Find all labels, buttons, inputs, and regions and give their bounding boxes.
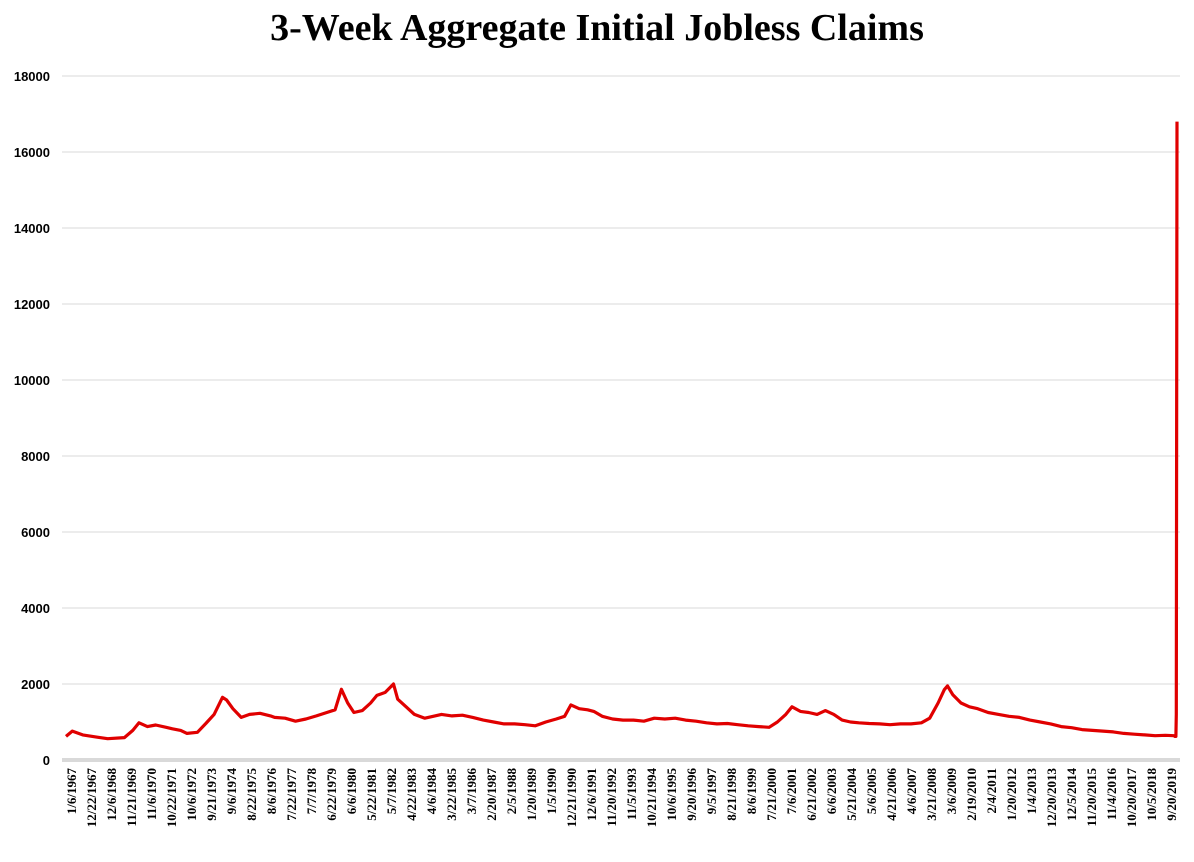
x-tick-label: 12/6/1991 [584, 768, 599, 821]
x-tick-label: 7/21/2000 [764, 768, 779, 821]
x-tick-label: 3/22/1985 [444, 768, 459, 821]
x-tick-label: 1/20/2012 [1004, 768, 1019, 821]
y-tick-label: 0 [43, 753, 50, 768]
x-tick-label: 11/4/2016 [1104, 768, 1119, 821]
x-tick-label: 1/5/1990 [544, 768, 559, 814]
x-tick-label: 8/21/1998 [724, 768, 739, 821]
x-tick-label: 10/5/2018 [1144, 768, 1159, 821]
y-tick-label: 10000 [14, 373, 50, 388]
x-tick-label: 10/6/1972 [184, 768, 199, 821]
x-tick-label: 10/20/2017 [1124, 768, 1139, 828]
x-tick-label: 9/21/1973 [204, 768, 219, 821]
x-tick-label: 12/20/2013 [1044, 768, 1059, 828]
x-tick-label: 2/20/1987 [484, 768, 499, 821]
x-tick-label: 6/6/2003 [824, 768, 839, 815]
gridlines [62, 75, 1180, 685]
series-line [64, 121, 1179, 741]
x-tick-label: 11/20/1992 [604, 768, 619, 827]
x-tick-label: 10/6/1995 [664, 768, 679, 821]
x-tick-label: 8/6/1976 [264, 768, 279, 815]
x-tick-label: 4/21/2006 [884, 768, 899, 821]
y-tick-label: 6000 [21, 525, 50, 540]
x-tick-label: 11/21/1969 [124, 768, 139, 827]
x-tick-label: 7/7/1978 [304, 768, 319, 815]
x-tick-label: 6/21/2002 [804, 768, 819, 821]
x-tick-label: 8/22/1975 [244, 768, 259, 821]
x-tick-label: 12/21/1990 [564, 768, 579, 827]
x-tick-label: 5/6/2005 [864, 768, 879, 815]
x-tick-label: 7/6/2001 [784, 768, 799, 814]
x-tick-label: 2/4/2011 [984, 768, 999, 814]
x-tick-label: 2/5/1988 [504, 768, 519, 815]
x-tick-label: 1/4/2013 [1024, 768, 1039, 815]
x-tick-label: 7/22/1977 [284, 768, 299, 821]
y-tick-label: 18000 [14, 69, 50, 84]
y-tick-label: 2000 [21, 677, 50, 692]
x-tick-label: 9/20/1996 [684, 768, 699, 821]
x-tick-label: 9/20/2019 [1164, 768, 1179, 821]
x-tick-label: 4/22/1983 [404, 768, 419, 821]
x-tick-label: 11/20/2015 [1084, 768, 1099, 827]
x-axis-ticks: 1/6/1967 12/22/1967 12/6/1968 11/21/1969 11/… [64, 768, 1179, 828]
y-tick-label: 8000 [21, 449, 50, 464]
x-tick-label: 6/6/1980 [344, 768, 359, 814]
x-tick-label: 9/5/1997 [704, 768, 719, 815]
y-axis-ticks: 0 2000 4000 6000 8000 10000 12000 14000 16000 180… [14, 69, 50, 768]
x-tick-label: 10/22/1971 [164, 768, 179, 827]
x-tick-label: 6/22/1979 [324, 768, 339, 821]
x-tick-label: 4/6/1984 [424, 768, 439, 815]
x-tick-label: 1/6/1967 [64, 768, 79, 815]
x-tick-label: 12/6/1968 [104, 768, 119, 821]
x-tick-label: 11/5/1993 [624, 768, 639, 821]
x-tick-label: 12/22/1967 [84, 768, 99, 828]
y-tick-label: 14000 [14, 221, 50, 236]
x-tick-label: 9/6/1974 [224, 768, 239, 815]
x-tick-label: 8/6/1999 [744, 768, 759, 815]
series-layer [64, 121, 1179, 741]
x-tick-label: 5/22/1981 [364, 768, 379, 821]
x-tick-label: 1/20/1989 [524, 768, 539, 821]
x-tick-label: 3/7/1986 [464, 768, 479, 815]
chart-title: 3-Week Aggregate Initial Jobless Claims [270, 7, 924, 49]
x-tick-label: 5/7/1982 [384, 768, 399, 814]
y-tick-label: 16000 [14, 145, 50, 160]
x-tick-label: 2/19/2010 [964, 768, 979, 821]
x-tick-label: 10/21/1994 [644, 768, 659, 828]
x-tick-label: 3/6/2009 [944, 768, 959, 815]
y-tick-label: 12000 [14, 297, 50, 312]
x-tick-label: 5/21/2004 [844, 768, 859, 821]
x-tick-label: 4/6/2007 [904, 768, 919, 815]
x-tick-label: 11/6/1970 [144, 768, 159, 820]
x-tick-label: 3/21/2008 [924, 768, 939, 821]
x-tick-label: 12/5/2014 [1064, 768, 1079, 821]
y-tick-label: 4000 [21, 601, 50, 616]
